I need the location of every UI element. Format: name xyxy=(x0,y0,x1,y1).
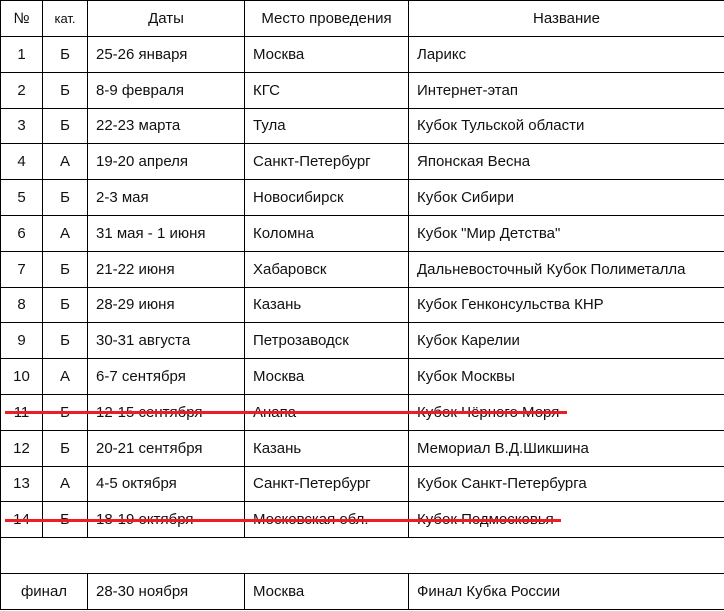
cell-cat: Б xyxy=(42,36,88,73)
cell-name: Кубок Карелии xyxy=(408,322,724,360)
table-row: 13 А 4-5 октября Санкт-Петербург Кубок Санкт… xyxy=(0,465,724,503)
cell-cat: Б xyxy=(42,322,88,360)
table-row: 10 А 6-7 сентября Москва Кубок Москвы xyxy=(0,358,724,395)
table-row: 8 Б 28-29 июня Казань Кубок Генконсульства К… xyxy=(0,286,724,324)
cell-num: 6 xyxy=(0,214,43,252)
cell-num: 2 xyxy=(0,71,43,109)
cell-num: 8 xyxy=(0,286,43,324)
cell-name: Кубок Санкт-Петербурга xyxy=(408,465,724,503)
cell-num: 9 xyxy=(0,322,43,360)
cell-dates: 21-22 июня xyxy=(87,250,245,288)
final-row: финал 28-30 ноября Москва Финал Кубка Росси… xyxy=(0,572,724,610)
cell-dates: 30-31 августа xyxy=(87,322,245,360)
cell-dates: 6-7 сентября xyxy=(87,358,245,395)
cell-cat: Б xyxy=(42,71,88,109)
cell-place: Санкт-Петербург xyxy=(244,143,409,181)
cell-place: Новосибирск xyxy=(244,179,409,216)
cell-cat: Б xyxy=(42,429,88,467)
cell-cat: Б xyxy=(42,250,88,288)
table-row: 4 А 19-20 апреля Санкт-Петербург Японская Ве… xyxy=(0,143,724,181)
cell-dates: 20-21 сентября xyxy=(87,429,245,467)
cell-place: Санкт-Петербург xyxy=(244,465,409,503)
cell-place: Москва xyxy=(244,358,409,395)
final-dates: 28-30 ноября xyxy=(87,572,245,610)
cell-name: Кубок Сибири xyxy=(408,179,724,216)
cell-dates: 28-29 июня xyxy=(87,286,245,324)
cell-cat: А xyxy=(42,143,88,181)
cell-cat: А xyxy=(42,214,88,252)
cell-num: 12 xyxy=(0,429,43,467)
cell-name: Кубок Тульской области xyxy=(408,107,724,145)
cell-cat: Б xyxy=(42,286,88,324)
cell-place: КГС xyxy=(244,71,409,109)
cell-num: 10 xyxy=(0,358,43,395)
cell-name: Японская Весна xyxy=(408,143,724,181)
table-row: 12 Б 20-21 сентября Казань Мемориал В.Д.Шикш… xyxy=(0,429,724,467)
table-row: 6 А 31 мая - 1 июня Коломна Кубок "Мир Детст… xyxy=(0,214,724,252)
empty-cell xyxy=(0,537,724,574)
header-row: № кат. Даты Место проведения Название xyxy=(0,0,724,37)
cell-num: 7 xyxy=(0,250,43,288)
cell-name: Мемориал В.Д.Шикшина xyxy=(408,429,724,467)
cell-dates: 4-5 октября xyxy=(87,465,245,503)
cell-cat: Б xyxy=(42,179,88,216)
table-row: 2 Б 8-9 февраля КГС Интернет-этап xyxy=(0,71,724,109)
cell-cat: А xyxy=(42,358,88,395)
strikethrough-line xyxy=(5,518,562,522)
header-place: Место проведения xyxy=(244,0,409,37)
table-row: 9 Б 30-31 августа Петрозаводск Кубок Карелии xyxy=(0,322,724,360)
header-dates: Даты xyxy=(87,0,245,37)
empty-row xyxy=(0,537,724,574)
table-row: 1 Б 25-26 января Москва Ларикс xyxy=(0,36,724,73)
cell-cat: А xyxy=(42,465,88,503)
cell-dates: 19-20 апреля xyxy=(87,143,245,181)
cell-num: 4 xyxy=(0,143,43,181)
cell-cat: Б xyxy=(42,107,88,145)
table-row: 3 Б 22-23 марта Тула Кубок Тульской области xyxy=(0,107,724,145)
cell-dates: 25-26 января xyxy=(87,36,245,73)
header-name: Название xyxy=(408,0,724,37)
cell-place: Казань xyxy=(244,286,409,324)
cell-dates: 8-9 февраля xyxy=(87,71,245,109)
final-place: Москва xyxy=(244,572,409,610)
cell-place: Казань xyxy=(244,429,409,467)
cell-name: Кубок Москвы xyxy=(408,358,724,395)
final-label: финал xyxy=(0,572,88,610)
cell-name: Ларикс xyxy=(408,36,724,73)
header-num: № xyxy=(0,0,43,37)
table-row: 5 Б 2-3 мая Новосибирск Кубок Сибири xyxy=(0,179,724,216)
cell-name: Кубок Генконсульства КНР xyxy=(408,286,724,324)
final-name: Финал Кубка России xyxy=(408,572,724,610)
header-cat: кат. xyxy=(42,0,88,37)
table-row: 7 Б 21-22 июня Хабаровск Дальневосточный Куб… xyxy=(0,250,724,288)
cell-name: Кубок "Мир Детства" xyxy=(408,214,724,252)
strikethrough-line xyxy=(5,411,567,415)
cell-num: 1 xyxy=(0,36,43,73)
cell-num: 3 xyxy=(0,107,43,145)
cell-place: Петрозаводск xyxy=(244,322,409,360)
cell-name: Интернет-этап xyxy=(408,71,724,109)
cell-num: 5 xyxy=(0,179,43,216)
cell-num: 13 xyxy=(0,465,43,503)
cell-place: Хабаровск xyxy=(244,250,409,288)
cell-place: Коломна xyxy=(244,214,409,252)
cell-dates: 22-23 марта xyxy=(87,107,245,145)
cell-dates: 31 мая - 1 июня xyxy=(87,214,245,252)
cell-dates: 2-3 мая xyxy=(87,179,245,216)
cell-name: Дальневосточный Кубок Полиметалла xyxy=(408,250,724,288)
cell-place: Москва xyxy=(244,36,409,73)
cell-place: Тула xyxy=(244,107,409,145)
